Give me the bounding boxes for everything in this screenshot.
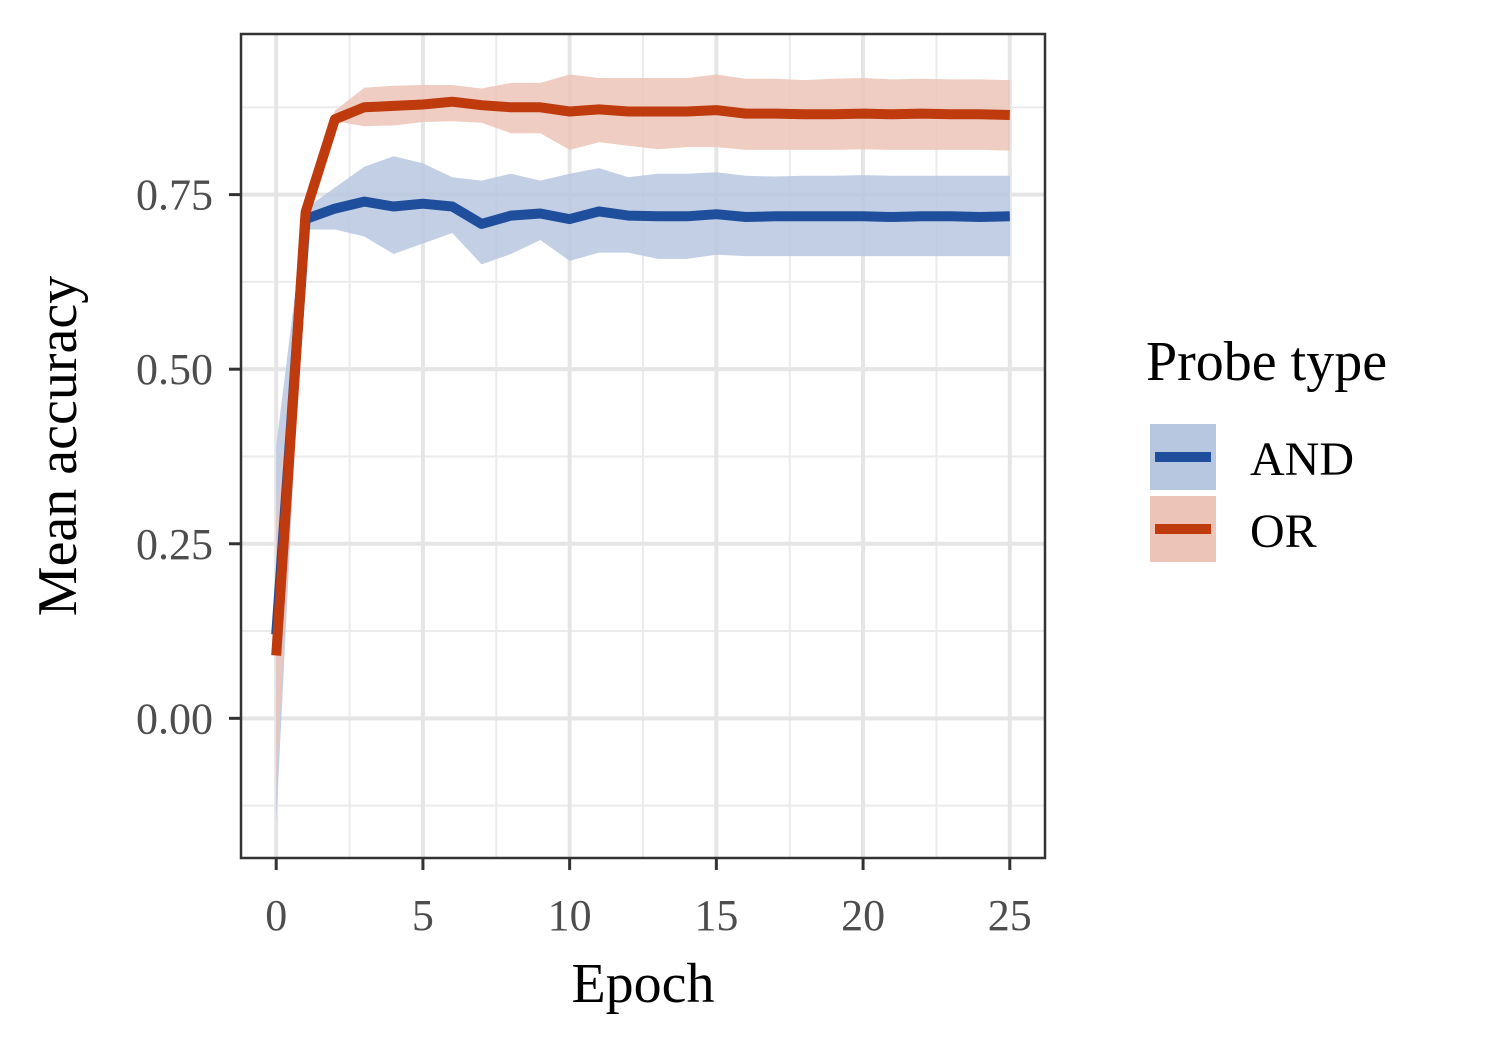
x-tick-label: 5	[412, 891, 434, 940]
x-tick-label: 20	[841, 891, 885, 940]
legend-label: OR	[1250, 505, 1317, 558]
x-tick-label: 15	[694, 891, 738, 940]
legend-title: Probe type	[1146, 331, 1387, 393]
plot-panel-border	[239, 32, 1047, 860]
y-tick-label: 0.00	[136, 694, 213, 743]
grid-layer	[241, 34, 1045, 858]
x-tick-label: 10	[548, 891, 592, 940]
y-axis-title: Mean accuracy	[27, 276, 89, 616]
series-line-and	[271, 196, 1010, 635]
legend-entry-and: AND	[1150, 424, 1354, 490]
confidence-bands	[276, 74, 1010, 824]
confidence-band-and	[276, 156, 1010, 824]
legend-entry-or: OR	[1150, 496, 1317, 562]
legend-entries: AND OR	[1150, 424, 1354, 562]
x-axis-title: Epoch	[571, 953, 714, 1015]
x-tick-label: 25	[988, 891, 1032, 940]
legend: Probe type AND OR	[1146, 331, 1387, 562]
legend-label: AND	[1250, 433, 1354, 486]
axis-ticks: 0 5 10 15 20 25 0.00 0.25 0.50 0.75	[136, 171, 1032, 940]
series-line-or	[271, 96, 1010, 656]
x-tick-label: 0	[265, 891, 287, 940]
y-tick-label: 0.75	[136, 171, 213, 220]
confidence-band-or	[276, 74, 1010, 789]
y-tick-label: 0.50	[136, 345, 213, 394]
series-lines	[271, 96, 1010, 656]
y-tick-label: 0.25	[136, 520, 213, 569]
